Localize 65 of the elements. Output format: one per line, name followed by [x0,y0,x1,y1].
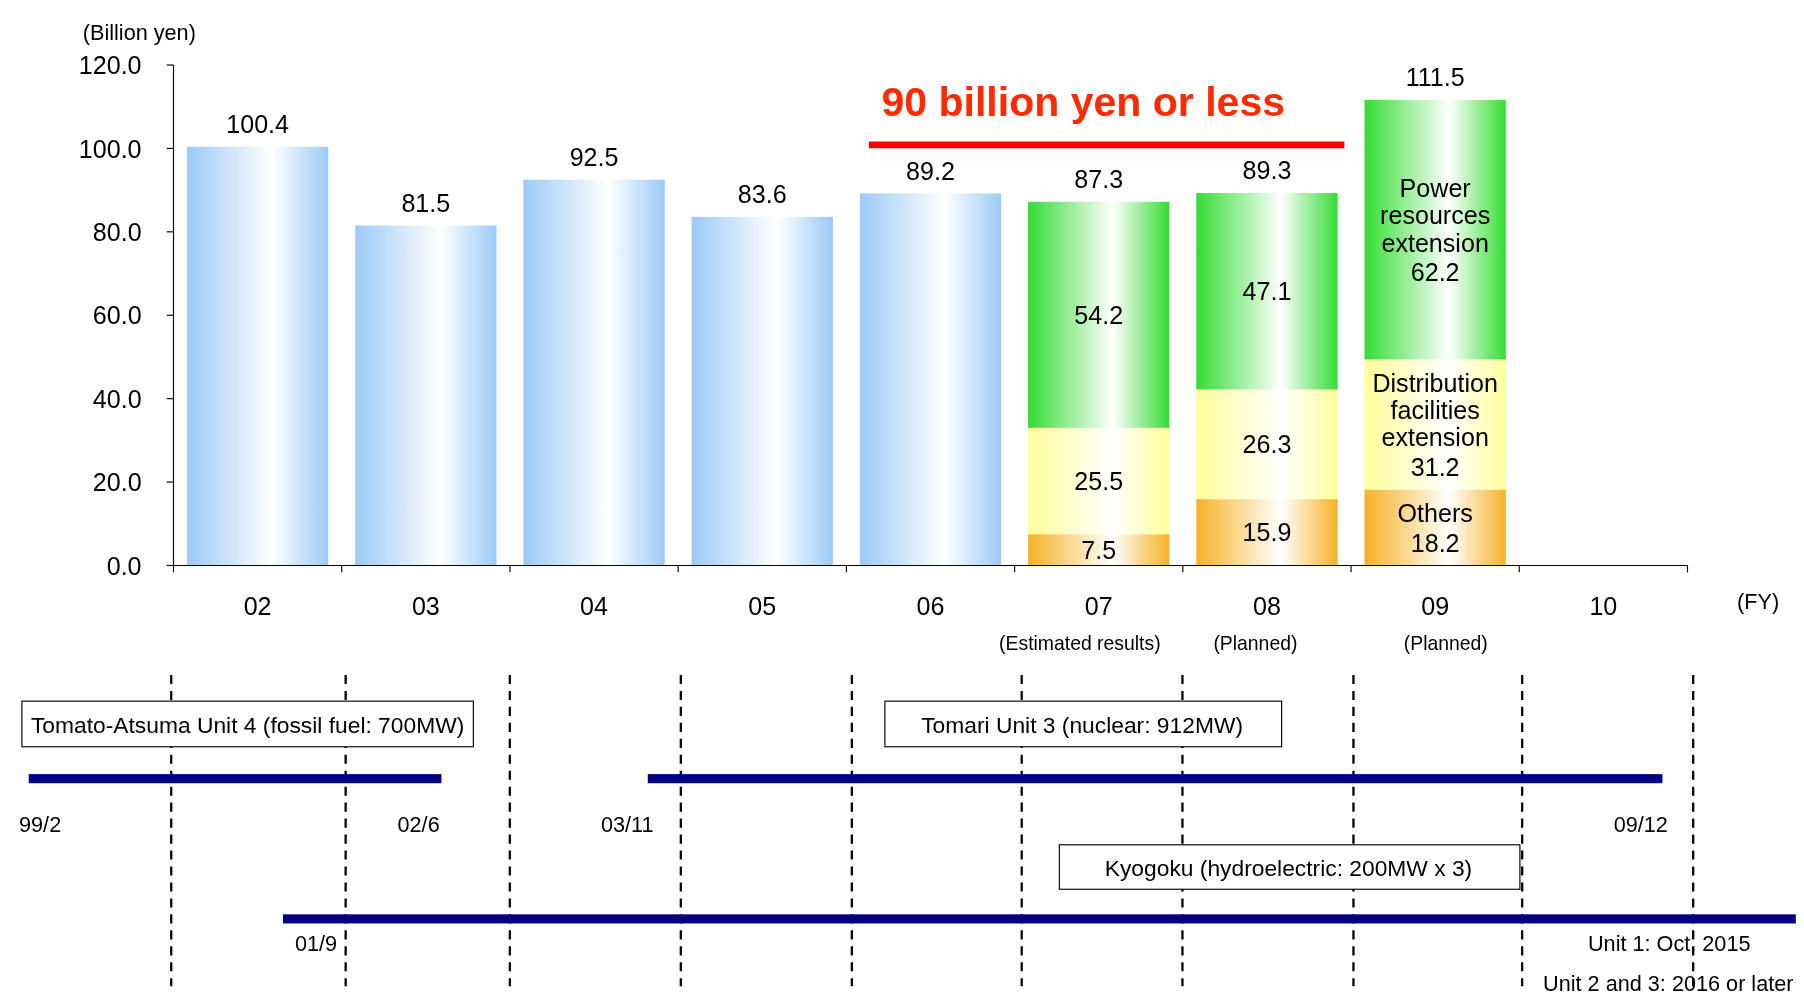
data-label: 26.3 [1242,430,1292,459]
series-label: Others [1397,499,1473,528]
x-tick-label: 05 [748,591,777,620]
y-axis-title: (Billion yen) [82,19,196,45]
bar [1364,100,1506,360]
x-tick-label: 06 [916,591,945,620]
text: (Estimated results) [999,631,1161,654]
text: Unit 1: Oct. 2015 [1587,930,1751,956]
data-label: 81.5 [401,188,451,217]
series-label: Distribution facilities extension [1372,368,1498,452]
text: Unit 2 and 3: 2016 or later [1543,970,1794,994]
bar [1196,389,1338,500]
bar [1028,427,1170,535]
bar [859,193,1002,566]
data-label: 31.2 [1410,453,1460,482]
bar [1196,499,1338,566]
bar [523,179,665,566]
data-label: 62.2 [1410,258,1460,287]
bar [1196,193,1338,390]
text: 03/11 [600,812,654,838]
data-label: 92.5 [569,143,619,172]
bar [1364,489,1506,566]
x-tick-label: 09 [1421,591,1450,620]
data-label: 83.6 [737,180,787,209]
y-tick-label: 60.0 [92,301,142,330]
total-label: 87.3 [1074,165,1124,194]
x-tick-label: 04 [580,591,609,620]
bar [691,216,833,566]
text: (Planned) [1403,631,1488,654]
data-label: 25.5 [1074,467,1124,496]
x-tick-label: 07 [1084,591,1113,620]
data-label: 100.4 [226,110,290,139]
y-tick-label: 20.0 [92,468,142,497]
text: Tomato-Atsuma Unit 4 (fossil fuel: 700MW) [30,712,465,739]
data-label: 47.1 [1242,277,1292,306]
total-label: 89.3 [1242,156,1292,185]
x-tick-label: 02 [243,591,272,620]
data-label: 15.9 [1242,518,1292,547]
text: Kyogoku (hydroelectric: 200MW x 3) [1104,854,1473,881]
y-tick-label: 120.0 [78,51,142,80]
bar [1028,201,1170,428]
text: Tomari Unit 3 (nuclear: 912MW) [921,712,1244,739]
x-tick-label: 08 [1252,591,1281,620]
y-tick-label: 40.0 [92,384,142,413]
total-label: 111.5 [1405,63,1465,92]
x-tick-label: 10 [1589,591,1618,620]
text: 09/12 [1613,812,1668,838]
data-label: 54.2 [1074,300,1124,329]
series-label: Power resources extension [1380,173,1491,257]
data-label: 18.2 [1410,528,1460,557]
y-tick-label: 80.0 [92,217,142,246]
x-axis-title: (FY) [1737,588,1780,614]
bar [355,225,497,566]
text: (Planned) [1213,631,1298,654]
data-label: 7.5 [1081,535,1117,564]
text: 02/6 [397,812,440,838]
text: 99/2 [19,812,62,838]
x-tick-label: 03 [411,591,440,620]
text: 01/9 [294,930,338,956]
bar [1028,534,1170,566]
y-tick-label: 100.0 [78,134,142,163]
data-label: 89.2 [906,156,955,185]
bar [186,146,329,566]
annotation: 90 billion yen or less [881,79,1286,126]
y-tick-label: 0.0 [106,551,142,580]
